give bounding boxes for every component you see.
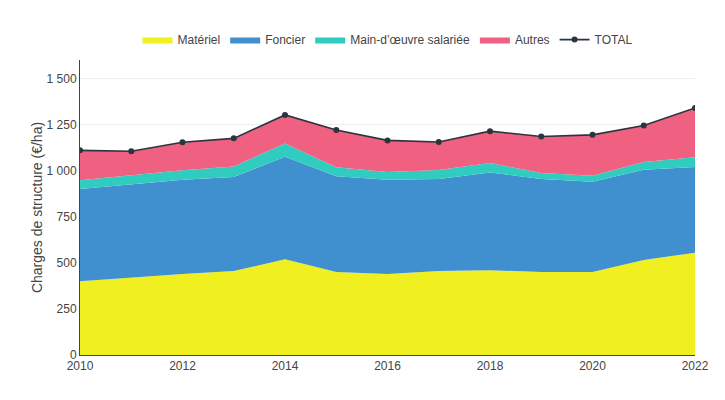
svg-text:Charges de structure (€/ha): Charges de structure (€/ha) <box>29 122 45 293</box>
svg-text:500: 500 <box>57 256 77 270</box>
svg-text:750: 750 <box>57 210 77 224</box>
svg-text:Main-d’œuvre salariée: Main-d’œuvre salariée <box>350 33 470 47</box>
svg-text:2014: 2014 <box>272 359 299 373</box>
svg-text:2010: 2010 <box>67 359 94 373</box>
svg-text:2018: 2018 <box>477 359 504 373</box>
svg-text:2012: 2012 <box>169 359 196 373</box>
svg-text:TOTAL: TOTAL <box>595 33 633 47</box>
svg-text:1 250: 1 250 <box>47 118 77 132</box>
svg-text:Matériel: Matériel <box>178 33 221 47</box>
svg-text:Autres: Autres <box>515 33 550 47</box>
svg-text:250: 250 <box>57 302 77 316</box>
svg-text:2020: 2020 <box>579 359 606 373</box>
svg-text:1 000: 1 000 <box>47 164 77 178</box>
svg-text:Foncier: Foncier <box>265 33 305 47</box>
svg-text:1 500: 1 500 <box>47 72 77 86</box>
svg-text:2016: 2016 <box>374 359 401 373</box>
svg-text:0: 0 <box>70 348 77 362</box>
svg-text:2022: 2022 <box>682 359 709 373</box>
